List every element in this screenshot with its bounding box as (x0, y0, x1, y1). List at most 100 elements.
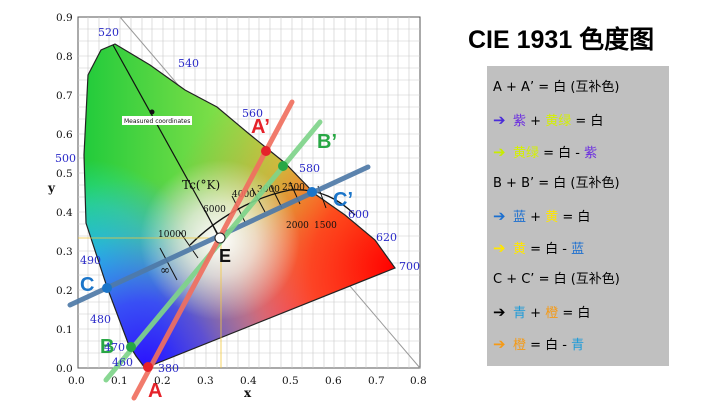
arrow-icon: ➔ (493, 335, 506, 353)
x-tick: 0.2 (154, 375, 171, 387)
wl-500: 500 (55, 152, 76, 165)
wl-480: 480 (90, 313, 111, 326)
label-e: E (219, 246, 231, 266)
temp-10000: 10000 (158, 230, 187, 240)
cie-chromaticity-diagram: Measured coordinates Tc(°K) 10000 6000 4… (47, 12, 427, 402)
legend-row-a: A + A’ = 白 (互补色) (493, 76, 620, 100)
x-tick: 0.8 (410, 375, 427, 387)
legend-row-yg-minus-purple: ➔ 黄绿 = 白 - 紫 (493, 140, 597, 164)
wl-560: 560 (242, 107, 263, 120)
label-c-prime: C’ (333, 189, 353, 211)
color-yellow: 黄 (513, 242, 527, 257)
operator: = 白 (571, 114, 604, 129)
label-b-prime: B’ (317, 131, 337, 153)
infinity-label: ∞ (160, 263, 170, 277)
wl-580: 580 (299, 162, 320, 175)
legend-row-b: B + B’ = 白 (互补色) (493, 172, 620, 196)
arrow-icon: ➔ (493, 111, 506, 129)
operator: + (526, 210, 546, 225)
wl-540: 540 (178, 57, 199, 70)
color-cyan: 青 (571, 338, 585, 353)
x-tick: 0.7 (368, 375, 385, 387)
wl-700: 700 (399, 260, 420, 273)
planckian-label: Tc(°K) (182, 178, 220, 192)
point-a (143, 362, 153, 372)
measured-label: Measured coordinates (124, 118, 190, 125)
operator: + (526, 114, 546, 129)
x-tick: 0.4 (240, 375, 257, 387)
legend-row-orange-minus-cyan: ➔ 橙 = 白 - 青 (493, 332, 584, 356)
y-tick: 0.5 (56, 168, 73, 180)
y-tick: 0.7 (56, 90, 73, 102)
wl-600: 600 (348, 208, 369, 221)
x-tick: 0.1 (111, 375, 128, 387)
operator: + (526, 306, 546, 321)
label-a-prime: A’ (251, 116, 270, 138)
wl-490: 490 (80, 254, 101, 267)
color-orange: 橙 (545, 306, 559, 321)
legend-row-purple-plus-yg: ➔ 紫 + 黄绿 = 白 (493, 108, 603, 132)
point-c-prime (307, 187, 317, 197)
legend-row-cyan-plus-orange: ➔ 青 + 橙 = 白 (493, 300, 590, 324)
x-tick: 0.5 (282, 375, 299, 387)
arrow-icon: ➔ (493, 303, 506, 321)
temp-6000: 6000 (203, 205, 226, 215)
x-tick: 0.6 (325, 375, 342, 387)
wl-470: 470 (104, 341, 125, 354)
legend-row-yellow-minus-blue: ➔ 黄 = 白 - 蓝 (493, 236, 584, 260)
y-tick: 0.6 (56, 129, 73, 141)
label-b: B (100, 336, 114, 358)
arrow-icon: ➔ (493, 207, 506, 225)
wl-380: 380 (158, 362, 179, 375)
label-c: C (80, 274, 94, 296)
operator: = 白 (558, 306, 591, 321)
locus-point (149, 109, 155, 115)
measured-label-box (122, 116, 192, 125)
color-purple: 紫 (513, 114, 527, 129)
wl-520: 520 (98, 26, 119, 39)
arrow-icon: ➔ (493, 239, 506, 257)
temp-1500: 1500 (314, 221, 337, 231)
color-yellow-green: 黄绿 (545, 114, 572, 129)
point-b-prime (278, 161, 288, 171)
operator: = 白 - (526, 242, 572, 257)
temp-3000: 3000 (257, 185, 280, 195)
y-axis-label: y (47, 181, 56, 195)
point-e (214, 232, 226, 244)
legend-row-c: C + C’ = 白 (互补色) (493, 268, 620, 292)
y-tick: 0.3 (56, 246, 73, 258)
y-tick: 0.0 (56, 363, 73, 375)
y-tick: 0.8 (56, 51, 73, 63)
x-axis-label: x (244, 386, 252, 400)
color-cyan: 青 (513, 306, 527, 321)
legend-panel: A + A’ = 白 (互补色) ➔ 紫 + 黄绿 = 白 ➔ 黄绿 = 白 - 紫… (487, 66, 669, 366)
legend-b-text: B + B’ = 白 (互补色) (493, 176, 620, 191)
x-tick: 0.0 (68, 375, 85, 387)
legend-a-text: A + A’ = 白 (互补色) (493, 80, 620, 95)
arrow-icon: ➔ (493, 143, 506, 161)
operator: = 白 (558, 210, 591, 225)
color-yellow-green: 黄绿 (513, 146, 540, 161)
color-blue: 蓝 (571, 242, 585, 257)
point-c (102, 283, 112, 293)
wl-460: 460 (112, 356, 133, 369)
temp-2500: 2500 (282, 183, 305, 193)
color-purple: 紫 (584, 146, 598, 161)
wl-620: 620 (376, 231, 397, 244)
color-blue: 蓝 (513, 210, 527, 225)
operator: = 白 - (539, 146, 585, 161)
x-tick: 0.3 (197, 375, 214, 387)
page-title: CIE 1931 色度图 (468, 26, 655, 54)
operator: = 白 - (526, 338, 572, 353)
point-a-prime (261, 146, 271, 156)
y-tick: 0.9 (56, 12, 73, 24)
label-a: A (148, 380, 162, 402)
color-orange: 橙 (513, 338, 527, 353)
color-yellow: 黄 (545, 210, 559, 225)
y-tick: 0.1 (56, 324, 73, 336)
dominant-line (112, 44, 221, 239)
legend-c-text: C + C’ = 白 (互补色) (493, 272, 620, 287)
legend-row-blue-plus-yellow: ➔ 蓝 + 黄 = 白 (493, 204, 590, 228)
point-b (126, 342, 136, 352)
y-tick: 0.2 (56, 285, 73, 297)
